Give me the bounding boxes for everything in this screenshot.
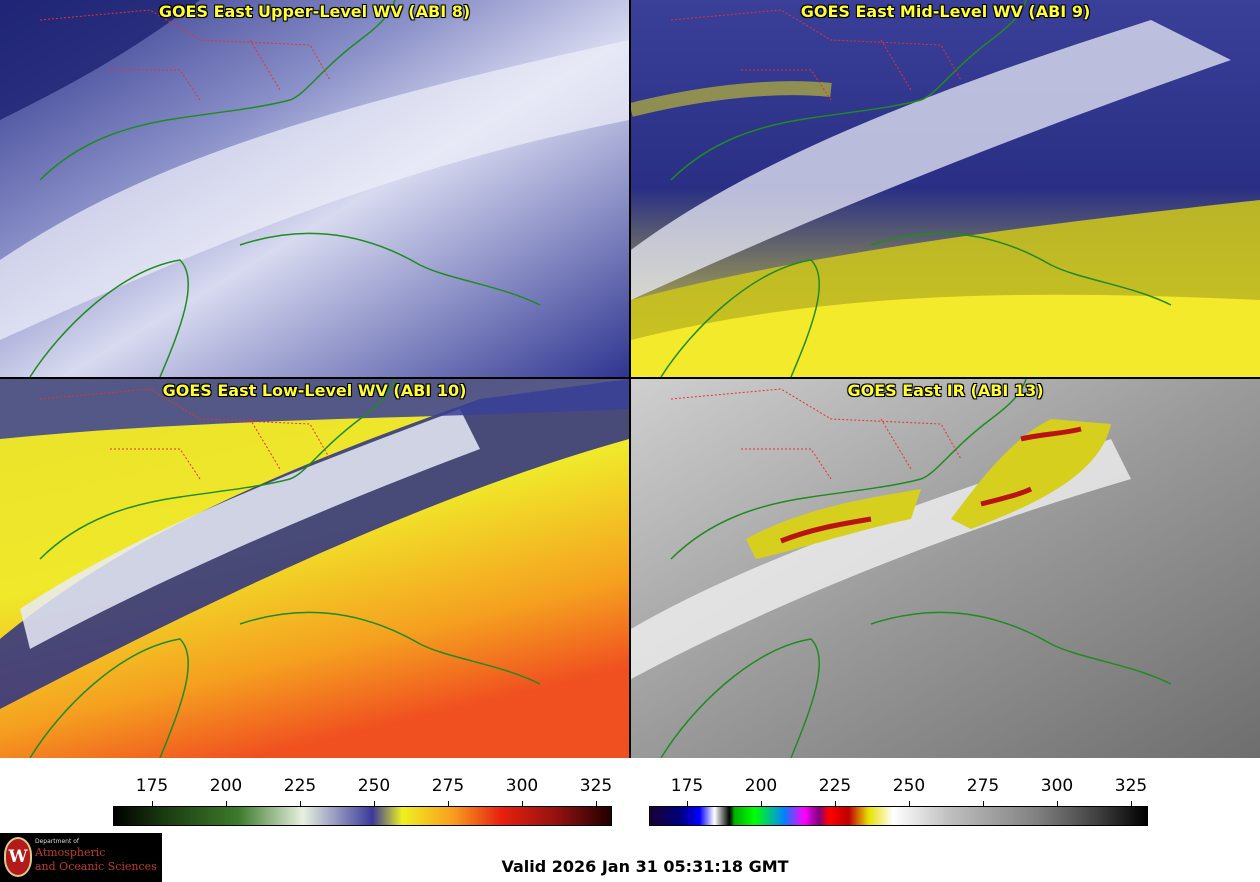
colorbar-wv-tick <box>152 801 153 806</box>
colorbar-wv-tick-label: 175 <box>135 776 169 796</box>
colorbar-wv-tick <box>300 801 301 806</box>
colorbar-ir-tick <box>909 801 910 806</box>
colorbar-ir-tick-label: 325 <box>1114 776 1148 796</box>
university-seal-icon: W <box>4 837 32 877</box>
colorbar-ir-tick <box>1057 801 1058 806</box>
colorbar-wv-tick-label: 200 <box>209 776 243 796</box>
colorbar-ir-tick-label: 250 <box>892 776 926 796</box>
panel-divider-vertical <box>629 0 631 758</box>
colorbar-ir-tick-label: 200 <box>744 776 778 796</box>
colorbar-ir-tick <box>687 801 688 806</box>
mid-level-wv-image <box>631 0 1260 377</box>
panel-title: GOES East Upper-Level WV (ABI 8) <box>158 2 471 21</box>
colorbar-ir-bar <box>649 806 1148 826</box>
colorbar-wv-tick-label: 300 <box>505 776 539 796</box>
colorbar-wv-bar <box>113 806 612 826</box>
colorbar-ir-tick-label: 175 <box>670 776 704 796</box>
panel-low-level-wv: GOES East Low-Level WV (ABI 10) <box>0 379 629 758</box>
panel-mid-level-wv: GOES East Mid-Level WV (ABI 9) <box>631 0 1260 377</box>
panel-divider-horizontal <box>0 377 1260 379</box>
ir-image <box>631 379 1260 758</box>
logo-line-1: Atmospheric <box>35 846 106 859</box>
colorbar-ir-tick <box>835 801 836 806</box>
colorbar-wv-tick-label: 225 <box>283 776 317 796</box>
upper-level-wv-image <box>0 0 629 377</box>
colorbar-ir-tick-label: 275 <box>966 776 1000 796</box>
panel-title: GOES East IR (ABI 13) <box>847 381 1044 400</box>
panel-ir: GOES East IR (ABI 13) <box>631 379 1260 758</box>
colorbar-ir-tick <box>983 801 984 806</box>
panel-upper-level-wv: GOES East Upper-Level WV (ABI 8) <box>0 0 629 377</box>
colorbar-wv-tick <box>374 801 375 806</box>
panel-title: GOES East Low-Level WV (ABI 10) <box>162 381 467 400</box>
panel-title: GOES East Mid-Level WV (ABI 9) <box>800 2 1091 21</box>
colorbar-ir-tick <box>1131 801 1132 806</box>
colorbar-ir-tick-label: 300 <box>1040 776 1074 796</box>
colorbar-wv-tick <box>226 801 227 806</box>
colorbar-wv-tick-label: 275 <box>431 776 465 796</box>
colorbar-wv-tick <box>448 801 449 806</box>
colorbar-wv-tick <box>596 801 597 806</box>
colorbar-ir-tick-label: 225 <box>818 776 852 796</box>
low-level-wv-image <box>0 379 629 758</box>
department-logo: W Department of Atmospheric and Oceanic … <box>0 833 162 882</box>
logo-department-text: Department of <box>35 838 79 845</box>
colorbar-wv-tick-label: 325 <box>579 776 613 796</box>
valid-time: Valid 2026 Jan 31 05:31:18 GMT <box>501 857 789 876</box>
colorbar-wv-tick <box>522 801 523 806</box>
logo-line-2: and Oceanic Sciences <box>35 860 157 873</box>
colorbar-ir-tick <box>761 801 762 806</box>
colorbar-wv-tick-label: 250 <box>357 776 391 796</box>
